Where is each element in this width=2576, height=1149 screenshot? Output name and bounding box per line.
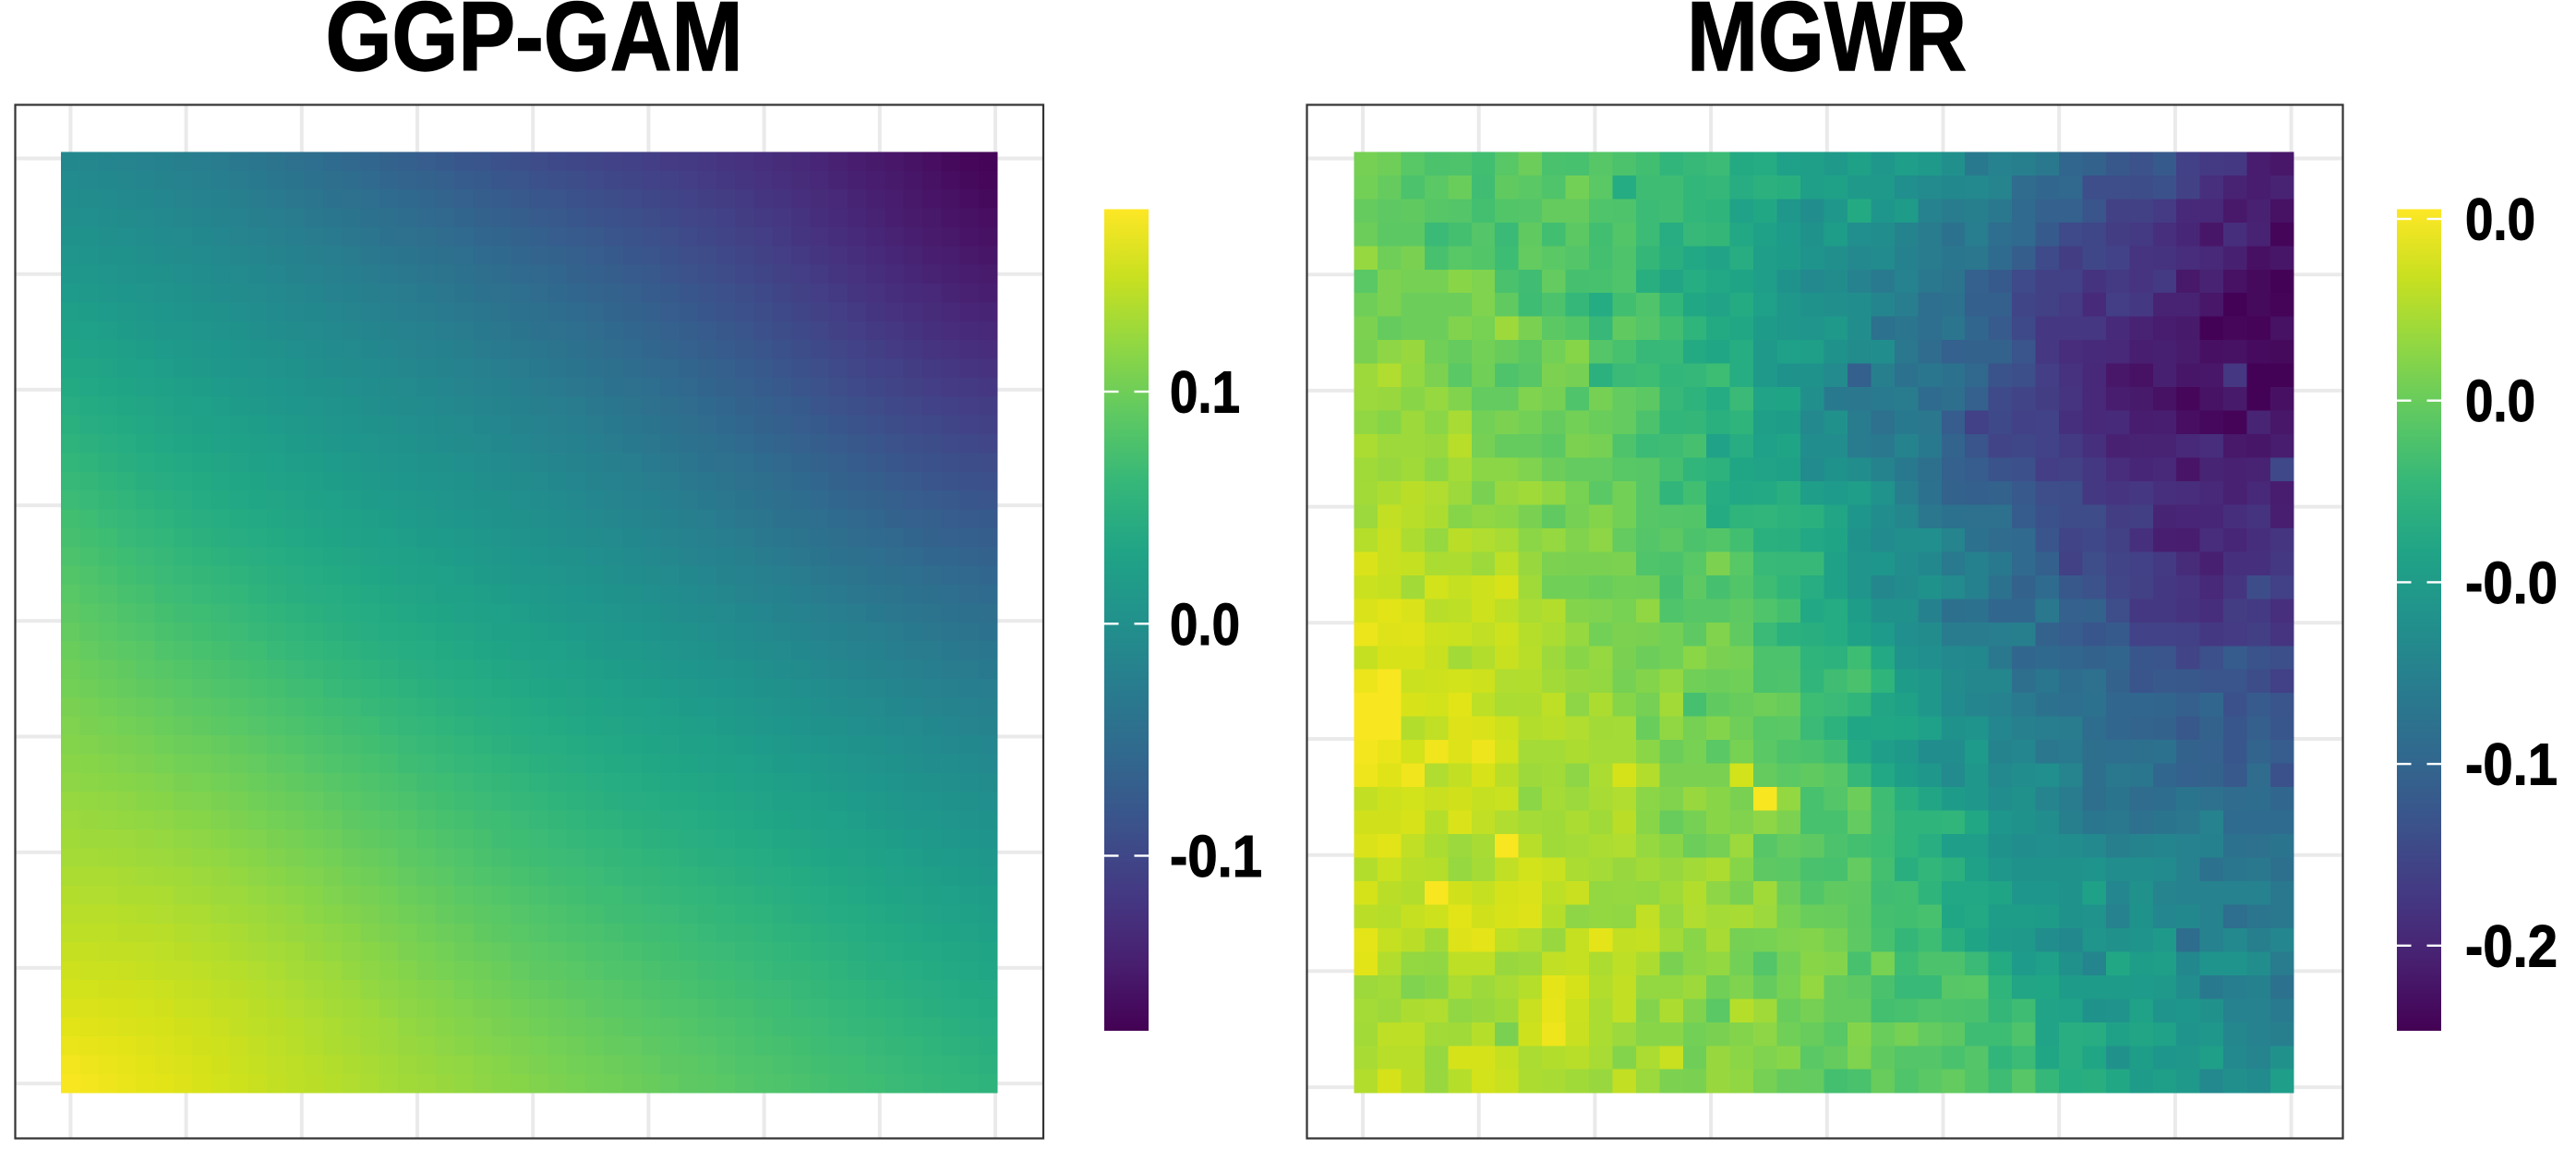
svg-text:0.1: 0.1 — [1170, 359, 1240, 426]
svg-text:MGWR: MGWR — [1687, 0, 1967, 91]
svg-text:0.0: 0.0 — [2465, 187, 2535, 253]
svg-text:-0.0: -0.0 — [2465, 550, 2558, 616]
svg-text:GGP-GAM: GGP-GAM — [326, 0, 743, 91]
svg-text:-0.2: -0.2 — [2465, 913, 2558, 979]
svg-text:0.0: 0.0 — [2465, 368, 2535, 434]
svg-text:0.0: 0.0 — [1170, 591, 1240, 658]
svg-text:-0.1: -0.1 — [2465, 732, 2558, 798]
svg-text:-0.1: -0.1 — [1170, 823, 1262, 889]
